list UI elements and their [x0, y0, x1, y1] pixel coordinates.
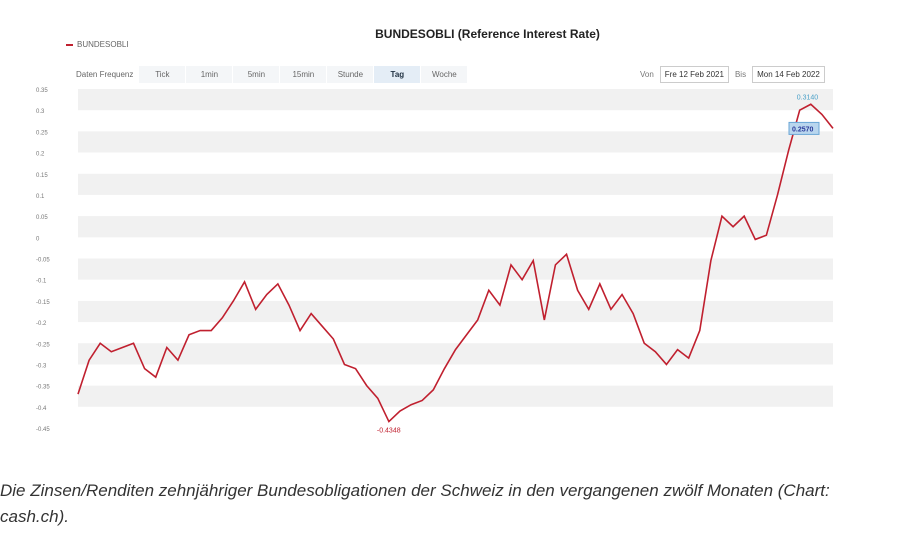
from-label: Von — [640, 70, 654, 79]
y-tick-label: -0.45 — [36, 427, 50, 433]
y-tick-label: 0.1 — [36, 194, 45, 200]
max-annotation: 0.3140 — [797, 94, 819, 101]
to-date-input[interactable]: Mon 14 Feb 2022 — [752, 66, 825, 83]
legend-swatch — [66, 43, 73, 46]
figure-caption: Die Zinsen/Renditen zehnjähriger Bundeso… — [0, 481, 830, 526]
legend-label: BUNDESOBLI — [77, 40, 129, 49]
chart-title: BUNDESOBLI (Reference Interest Rate) — [375, 27, 600, 41]
last-value-label: 0.2570 — [792, 126, 814, 133]
grid-band — [78, 131, 833, 153]
y-tick-label: -0.05 — [36, 258, 50, 264]
grid-band — [78, 343, 833, 365]
y-tick-label: 0 — [36, 236, 40, 242]
freq-1min-button[interactable]: 1min — [186, 66, 233, 83]
y-tick-label: -0.1 — [36, 279, 47, 285]
last-value-badge — [788, 121, 820, 135]
line-chart: 0.35 0.3 0.25 0.2 0.15 0.1 0.05 0 -0.05 -0.1 -0.15… — [36, 88, 834, 435]
grid-band — [78, 173, 833, 195]
freq-15min-button[interactable]: 15min — [280, 66, 327, 83]
from-date-input[interactable]: Fre 12 Feb 2021 — [659, 66, 729, 83]
y-tick-label: -0.3 — [36, 363, 47, 369]
y-tick-label: 0.2 — [36, 152, 45, 158]
legend: BUNDESOBLI — [66, 40, 129, 49]
y-tick-label: -0.4 — [36, 406, 47, 412]
grid-band — [78, 300, 833, 323]
y-tick-label: -0.2 — [36, 321, 47, 327]
to-label: Bis — [734, 70, 747, 79]
date-range: Von Fre 12 Feb 2021 Bis Mon 14 Feb 2022 — [640, 66, 825, 83]
grid-band — [78, 89, 833, 111]
y-tick-label: 0.05 — [36, 215, 48, 221]
freq-woche-button[interactable]: Woche — [421, 66, 468, 83]
freq-tick-button[interactable]: Tick — [139, 66, 186, 83]
y-tick-label: -0.15 — [36, 300, 50, 306]
grid-band — [78, 258, 833, 280]
series-line-bundesobli — [77, 103, 834, 423]
freq-stunde-button[interactable]: Stunde — [327, 66, 374, 83]
freq-tag-button[interactable]: Tag — [374, 66, 421, 83]
grid-band — [78, 385, 833, 407]
y-tick-label: 0.25 — [36, 130, 48, 136]
y-tick-label: 0.35 — [36, 88, 48, 94]
frequency-bar: Daten Frequenz Tick 1min 5min 15min Stun… — [76, 66, 468, 83]
grid-band — [78, 216, 833, 238]
y-tick-label: 0.3 — [36, 109, 45, 115]
freq-5min-button[interactable]: 5min — [233, 66, 280, 83]
min-annotation: -0.4348 — [377, 428, 401, 435]
y-tick-label: -0.25 — [36, 342, 50, 348]
y-tick-label: -0.35 — [36, 385, 50, 391]
y-tick-label: 0.15 — [36, 173, 48, 179]
frequency-label: Daten Frequenz — [76, 70, 134, 79]
